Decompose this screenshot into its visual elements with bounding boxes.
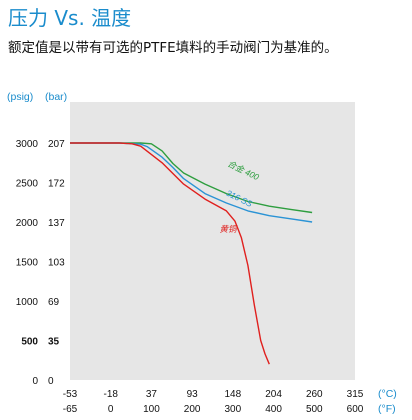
y-tick-label-bar: 69 [48,297,60,308]
x-tick-label-c: 93 [187,389,199,400]
y-tick-label-psig: 3000 [16,139,39,150]
x-tick-label-c: -53 [63,389,78,400]
x-unit-c: (°C) [378,388,397,400]
x-unit-f: (°F) [378,403,396,415]
y-tick-label-bar: 103 [48,258,65,269]
y-unit-psig: (psig) [7,91,33,103]
y-tick-label-psig: 2500 [16,179,39,190]
x-tick-label-c: -18 [103,389,118,400]
y-tick-label-psig: 1500 [16,258,39,269]
series-line [70,142,313,214]
x-tick-label-f: 200 [184,404,201,415]
y-tick-label-psig: 2000 [16,218,39,229]
x-tick-label-c: 260 [306,389,323,400]
page-title: 压力 Vs. 温度 [8,6,132,30]
y-tick-label-bar: 137 [48,218,65,229]
y-tick-label-psig: 500 [21,337,38,348]
y-tick-label-bar: 0 [48,376,54,387]
y-axis: 3000 207 2500 172 2000 137 1500 103 1000 69 500 35 0… [7,91,67,387]
series-label: 黄铜 [219,224,238,234]
x-tick-label-c: 148 [225,389,242,400]
series-line [70,142,270,365]
x-tick-label-c: 204 [265,389,282,400]
x-axis: -53 -65 -18 0 37 100 93 200 148 300 204 400 260 500 31… [63,388,397,415]
series-line [70,142,313,223]
x-tick-label-f: 400 [265,404,282,415]
x-tick-label-f: 300 [225,404,242,415]
page-subtitle: 额定值是以带有可选的PTFE填料的手动阀门为基准的。 [8,40,338,56]
y-tick-label-psig: 1000 [16,297,39,308]
x-tick-label-f: 100 [143,404,160,415]
x-tick-label-f: -65 [63,404,78,415]
y-tick-label-bar: 172 [48,179,65,190]
y-tick-label-bar: 207 [48,139,65,150]
x-tick-label-f: 500 [306,404,323,415]
x-tick-label-f: 0 [108,404,114,415]
x-tick-label-f: 600 [347,404,364,415]
y-unit-bar: (bar) [45,91,67,103]
y-tick-label-psig: 0 [32,376,38,387]
plot-area [70,102,355,380]
x-tick-label-c: 315 [347,389,364,400]
y-tick-label-bar: 35 [48,337,60,348]
x-tick-label-c: 37 [146,389,158,400]
